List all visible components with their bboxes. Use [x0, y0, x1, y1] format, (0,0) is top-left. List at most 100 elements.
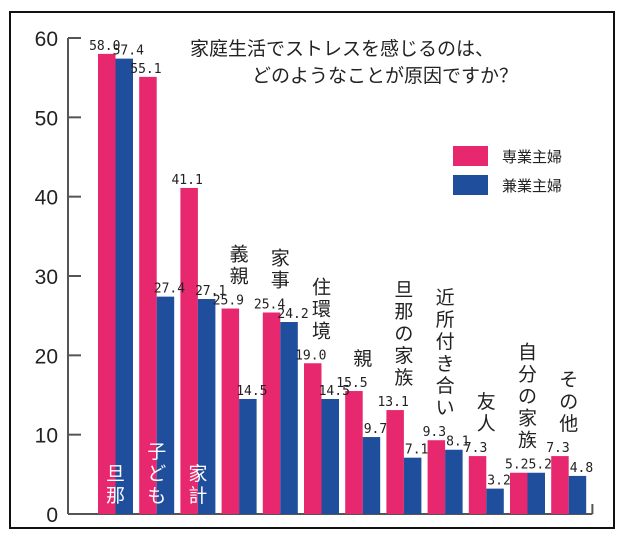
value-label: 19.0: [295, 348, 326, 363]
category-label-char: 族: [394, 367, 413, 389]
value-label: 5.2: [505, 458, 528, 473]
bar-series-2: [280, 322, 298, 514]
bar-series-1: [221, 308, 240, 514]
bar-series-2: [197, 299, 216, 514]
value-label: 13.1: [377, 395, 408, 410]
value-label: 27.1: [195, 284, 226, 299]
bar-series-2: [568, 475, 587, 514]
category-label-char: 自: [518, 342, 537, 364]
y-tick-label: 30: [35, 266, 58, 289]
legend: 専業主婦 兼業主婦: [453, 146, 562, 195]
value-label: 58.0: [89, 39, 120, 54]
category-label-char: 親: [230, 266, 249, 288]
value-labels: 58.057.4 55.1 27.4 41.1 27.125.9 14.5 25.424.2…: [89, 39, 593, 489]
chart-title-line-1: 家庭生活でストレスを感じるのは、: [190, 38, 494, 60]
category-label-char: 家: [394, 345, 413, 367]
category-label-char: そ: [559, 369, 578, 391]
bar-series-1: [98, 53, 116, 514]
category-label-char: い: [436, 397, 455, 419]
bar-series-2: [527, 472, 545, 514]
value-label: 9.7: [364, 422, 387, 437]
category-label-char: 近: [436, 287, 455, 309]
value-label: 25.9: [213, 294, 244, 309]
bar-series-2: [115, 58, 133, 514]
category-label-char: の: [559, 391, 578, 413]
category-label-char: 環: [312, 298, 331, 320]
bar-series-1: [427, 440, 446, 514]
value-label: 14.5: [236, 384, 267, 399]
value-label: 24.2: [277, 307, 308, 322]
bar-series-2: [321, 398, 339, 514]
value-label: 41.1: [171, 173, 202, 188]
category-label: 住環境: [312, 276, 331, 342]
y-tick-label: 60: [35, 28, 58, 51]
bar-series-1: [262, 312, 281, 514]
category-label-char: も: [147, 485, 166, 507]
category-label-char: 家: [518, 408, 537, 430]
category-label-char: ど: [147, 463, 166, 485]
y-tick-label: 20: [35, 345, 58, 368]
category-label-char: 那: [106, 485, 125, 507]
y-tick-label: 40: [35, 187, 58, 210]
value-label: 7.3: [546, 441, 569, 456]
value-label: 9.3: [423, 425, 446, 440]
bar-series-2: [486, 488, 504, 514]
chart-title: 家庭生活でストレスを感じるのは、 どのようなことが原因ですか？: [190, 38, 518, 87]
value-label: 25.4: [254, 297, 285, 312]
category-label-char: 親: [353, 348, 372, 370]
category-label-char: の: [394, 323, 413, 345]
legend-label-series-2: 兼業主婦: [502, 177, 562, 195]
bar-series-2: [403, 457, 422, 514]
value-label: 7.1: [405, 443, 428, 458]
category-label-char: 合: [436, 375, 455, 397]
category-label: その他: [559, 369, 578, 435]
category-label: 子ども: [147, 441, 166, 507]
bar-series-1: [139, 76, 157, 514]
bar-series-1: [510, 472, 528, 514]
bar-series-1: [551, 456, 569, 514]
value-label: 5.2: [529, 458, 552, 473]
category-label-char: 境: [312, 320, 331, 342]
category-label-char: の: [518, 386, 537, 408]
bar-series-2: [239, 398, 257, 514]
category-label: 家計: [188, 463, 207, 507]
bar-series-2: [362, 437, 381, 514]
category-label-char: 族: [518, 430, 537, 452]
value-label: 14.5: [319, 384, 350, 399]
category-label-char: 那: [394, 301, 413, 323]
category-label-char: 事: [271, 269, 290, 291]
category-label-char: 分: [518, 364, 537, 386]
legend-label-series-1: 専業主婦: [502, 148, 562, 166]
bar-series-1: [468, 456, 487, 514]
category-label-char: 旦: [106, 463, 125, 485]
category-label-char: 旦: [394, 279, 413, 301]
legend-swatch-series-2: [453, 175, 488, 195]
bars: [98, 53, 587, 514]
y-tick-label: 50: [35, 107, 58, 130]
bar-series-1: [345, 391, 363, 514]
value-label: 15.5: [336, 376, 367, 391]
value-label: 7.3: [464, 441, 487, 456]
category-label-char: 他: [559, 413, 578, 435]
category-label-char: 住: [312, 276, 331, 298]
bar-series-1: [180, 187, 198, 514]
category-label-char: 付: [436, 331, 455, 353]
category-label: 親: [353, 348, 372, 370]
y-tick-label: 0: [46, 504, 58, 527]
value-label: 4.8: [570, 461, 593, 476]
category-label-char: 義: [230, 244, 249, 266]
category-label-char: 家: [271, 247, 290, 269]
category-label: 義親: [230, 244, 249, 288]
category-label-char: 子: [147, 441, 166, 463]
value-label: 8.1: [446, 435, 469, 450]
chart-title-line-2: どのようなことが原因ですか？: [252, 65, 518, 87]
bar-series-1: [304, 363, 322, 514]
value-label: 55.1: [130, 62, 161, 77]
category-label-char: 友: [477, 391, 496, 413]
category-label-char: き: [436, 353, 455, 375]
